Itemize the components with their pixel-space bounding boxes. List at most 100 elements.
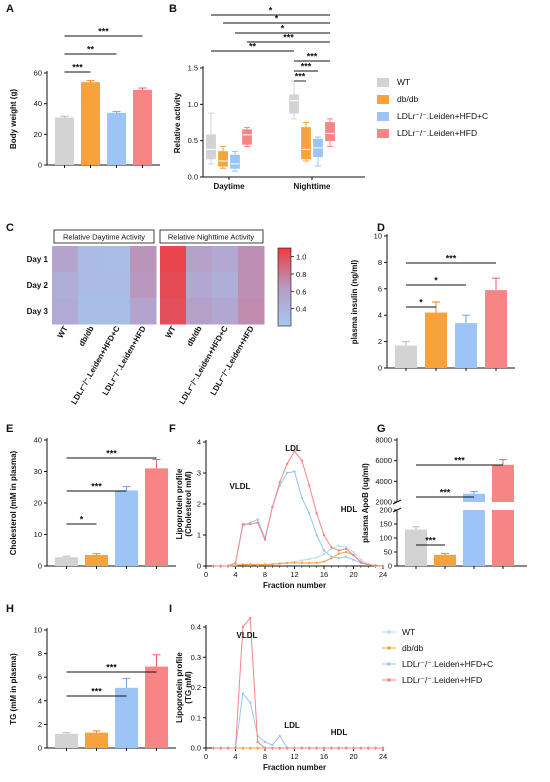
y-tick-label: 6000 — [375, 456, 392, 465]
panel-letter-g: G — [377, 423, 386, 435]
y-axis-i: 0.0 0.1 0.2 0.3 0.4 — [191, 623, 207, 753]
x-tick-label: 4 — [233, 570, 237, 579]
heatmap-col-label: LDLr⁻/⁻.Leiden+HFD+C — [69, 324, 121, 406]
legend-swatch — [377, 112, 389, 121]
data-point — [241, 692, 245, 695]
x-axis-title: Fraction number — [263, 581, 326, 590]
legend-swatch — [377, 95, 389, 104]
data-point — [352, 558, 355, 561]
box-body — [301, 127, 311, 160]
heatmap-col-label: WT — [164, 324, 178, 339]
significance-label: *** — [106, 663, 117, 673]
data-point — [315, 746, 318, 750]
significance-label: *** — [446, 254, 457, 264]
data-point — [271, 505, 274, 509]
significance-label: *** — [72, 63, 83, 73]
heatmap-cell — [238, 272, 265, 299]
heatmap-cell — [186, 272, 213, 299]
y-tick-label: 0 — [38, 744, 42, 753]
data-point — [219, 746, 222, 750]
data-point — [308, 484, 311, 487]
heatmap-cell — [104, 246, 131, 273]
data-point — [293, 470, 296, 473]
y-tick-label: 10 — [374, 232, 382, 241]
series-line — [213, 450, 384, 567]
data-point — [271, 743, 274, 747]
peak-label-vldl: VLDL — [237, 631, 258, 640]
heatmap-block-title: Relative Daytime Activity — [63, 233, 145, 242]
significance-label: *** — [106, 449, 117, 459]
x-tick-label: 8 — [263, 570, 267, 579]
significance-label: * — [434, 276, 438, 286]
data-point — [300, 496, 304, 499]
y-axis-title: (Cholesterol mM) — [184, 471, 193, 537]
bar-g — [463, 510, 485, 566]
data-point — [381, 564, 385, 568]
legend-swatch — [377, 78, 389, 87]
legend-marker — [387, 678, 391, 682]
legend-swatch — [377, 129, 389, 138]
y-axis-title: (TG mM) — [184, 671, 193, 704]
y-tick-label: 0 — [388, 562, 392, 571]
x-axis-title: Fraction number — [263, 763, 326, 772]
data-point — [278, 562, 281, 565]
color-scale-label: 0.6 — [296, 287, 306, 296]
y-tick-label: 0 — [197, 562, 201, 571]
box-body — [206, 134, 216, 160]
x-tick-label: 0 — [204, 570, 208, 579]
data-point — [263, 740, 267, 744]
heatmap-cell — [104, 272, 131, 299]
heatmap-cell — [186, 246, 213, 273]
bar-a — [107, 112, 126, 165]
heatmap-cell — [212, 298, 239, 325]
legend-bottom: WT db/db LDLr⁻/⁻.Leiden+HFD+C LDLr⁻/⁻.Leide… — [382, 627, 493, 685]
data-point — [241, 522, 245, 526]
legend-label: WT — [402, 627, 415, 637]
heatmap-cell — [160, 298, 187, 325]
y-tick-label: 60 — [34, 69, 42, 78]
x-tick-label: 12 — [290, 570, 298, 579]
y-tick-label: 40 — [34, 436, 42, 445]
y-axis-b: 0.0 0.5 1.0 1.5 — [188, 64, 204, 182]
bar-g — [405, 529, 427, 566]
heatmap-cell — [160, 272, 187, 299]
heatmap-col-label: WT — [56, 324, 70, 339]
data-point — [293, 746, 296, 750]
data-point — [285, 471, 289, 475]
heatmap-cell — [212, 246, 239, 273]
data-point — [381, 746, 385, 750]
data-point — [256, 518, 259, 521]
heatmap-cell — [52, 298, 79, 325]
data-point — [249, 746, 252, 750]
panel-letter-e: E — [6, 423, 13, 435]
data-point — [249, 522, 252, 526]
significance-label: * — [269, 6, 273, 16]
y-tick-label: 50 — [384, 548, 392, 557]
heatmap-cell — [78, 298, 105, 325]
data-point — [352, 746, 355, 750]
data-point — [234, 746, 237, 750]
data-point — [344, 746, 348, 750]
data-point — [337, 557, 340, 560]
y-tick-label: 20 — [34, 130, 42, 139]
color-scale-label: 0.4 — [296, 305, 306, 314]
significance-label: *** — [425, 536, 436, 546]
y-tick-label: 8 — [378, 258, 382, 267]
y-tick-label: 0 — [38, 161, 42, 170]
panel-letter-c: C — [6, 222, 14, 234]
data-point — [219, 564, 222, 568]
axis-break-mark — [392, 499, 402, 505]
heatmap-cell — [238, 298, 265, 325]
y-tick-label: 10 — [34, 626, 42, 635]
data-point — [263, 563, 267, 566]
box-body — [230, 154, 240, 169]
data-point — [256, 521, 259, 524]
data-point — [271, 746, 274, 750]
significance-label: *** — [307, 52, 318, 62]
bar-g — [463, 493, 485, 502]
bar-d — [425, 312, 447, 368]
heatmap-cell — [160, 246, 187, 273]
y-tick-label: 0.4 — [191, 623, 201, 632]
bar-d — [455, 323, 477, 368]
panel-letter-b: B — [169, 3, 177, 15]
